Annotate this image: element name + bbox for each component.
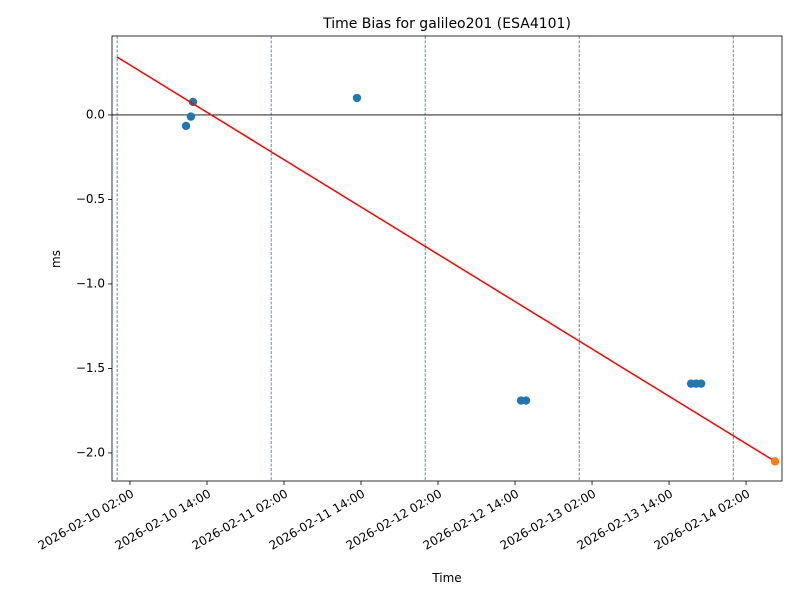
plot-area — [112, 36, 782, 481]
y-tick-label: 0.0 — [86, 107, 105, 121]
point — [186, 112, 196, 121]
point — [696, 379, 706, 388]
point — [188, 97, 198, 107]
y-tick-label: −1.0 — [76, 276, 105, 290]
point — [352, 93, 362, 103]
y-tick-label: −1.5 — [76, 361, 105, 375]
y-tick-label: −0.5 — [76, 192, 105, 206]
point — [181, 121, 191, 131]
point — [521, 396, 531, 405]
y-axis-label: ms — [49, 250, 63, 268]
chart-title: Time Bias for galileo201 (ESA4101) — [322, 16, 571, 32]
fit-line — [116, 56, 776, 463]
point — [770, 457, 780, 466]
x-axis-label: Time — [431, 571, 461, 585]
y-tick-label: −2.0 — [76, 445, 105, 459]
axes-frame — [111, 35, 783, 482]
